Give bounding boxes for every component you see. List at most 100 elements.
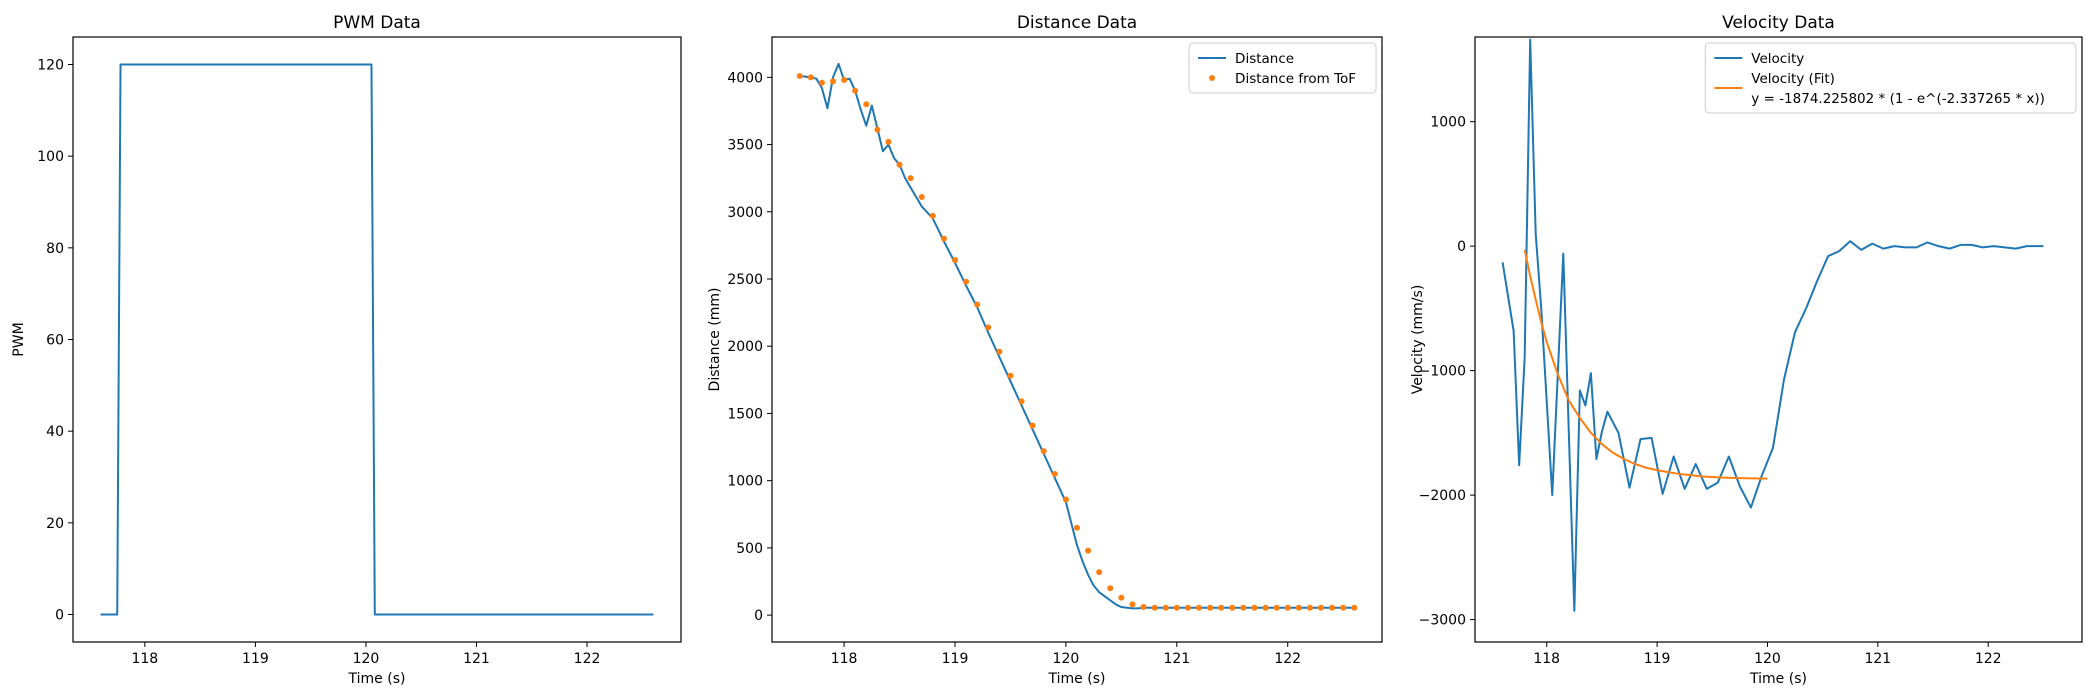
y-tick-label: 100 <box>37 149 64 165</box>
y-tick-label: 2500 <box>727 272 763 288</box>
plot-area <box>1501 38 2044 612</box>
data-point <box>1218 604 1225 611</box>
y-tick-label: 3500 <box>727 138 763 154</box>
data-point <box>1184 604 1191 611</box>
data-point <box>796 72 803 79</box>
axes-frame <box>72 36 682 643</box>
y-tick-label: 80 <box>46 241 64 257</box>
data-point <box>1162 604 1169 611</box>
data-point <box>841 77 848 84</box>
x-tick-label: 118 <box>131 651 158 667</box>
y-axis-label: PWM <box>11 322 27 356</box>
y-tick-label: 500 <box>736 541 763 557</box>
data-point <box>1196 604 1202 611</box>
data-point <box>1118 594 1125 601</box>
x-tick-label: 122 <box>1274 651 1301 667</box>
data-point <box>863 101 870 108</box>
data-point <box>1329 604 1336 611</box>
y-tick-label: 1500 <box>727 406 763 422</box>
x-axis-label: Time (s) <box>1048 671 1106 687</box>
data-point <box>1029 422 1036 429</box>
legend-label-2: Velocity (Fit) <box>1751 71 1835 87</box>
legend-box <box>1188 42 1377 94</box>
data-point <box>1306 604 1313 611</box>
data-point <box>1096 569 1103 576</box>
x-tick-label: 120 <box>353 651 380 667</box>
legend: Velocity Velocity (Fit) y = -1874.225802 *… <box>1704 42 2077 114</box>
data-point <box>1151 604 1158 611</box>
data-point <box>952 257 958 264</box>
y-tick-label: 0 <box>55 608 64 624</box>
axes-frame <box>771 36 1383 643</box>
chart-panel-2: 118 119 120 121 122 0 500 1000 1500 2000 2500 3000 3… <box>707 13 1383 687</box>
y-tick-label: −3000 <box>1419 613 1466 629</box>
data-point <box>1173 604 1180 611</box>
y-tick-label: 40 <box>46 424 64 440</box>
data-point <box>1007 372 1014 379</box>
legend-label-2: y = -1874.225802 * (1 - e^(-2.337265 * x… <box>1751 91 2045 107</box>
y-axis-label: Distance (mm) <box>707 288 723 392</box>
y-tick-label: −1000 <box>1419 364 1466 380</box>
series-line-1 <box>1501 38 2044 612</box>
data-point <box>830 78 836 85</box>
data-point <box>1074 524 1080 531</box>
data-point <box>896 161 903 168</box>
data-point <box>918 193 925 200</box>
data-point <box>985 324 992 331</box>
data-point <box>1040 448 1047 455</box>
chart-title: Velocity Data <box>1722 13 1835 33</box>
x-tick-label: 121 <box>1864 651 1891 667</box>
data-point <box>1262 604 1269 611</box>
data-point <box>1273 604 1280 611</box>
data-point <box>974 301 981 308</box>
legend-box <box>1704 42 2077 114</box>
legend-label-1: Distance <box>1235 51 1294 67</box>
y-tick-label: 60 <box>46 333 64 349</box>
y-tick-label: 0 <box>1457 239 1466 255</box>
data-point <box>1229 604 1236 611</box>
x-tick-label: 119 <box>1644 651 1671 667</box>
data-point <box>963 278 970 285</box>
legend: Distance Distance from ToF <box>1188 42 1377 94</box>
data-point <box>996 348 1003 355</box>
x-tick-label: 121 <box>1163 651 1190 667</box>
chart-title: PWM Data <box>333 13 421 33</box>
series-line-2 <box>1523 249 1768 480</box>
plot-area <box>796 62 1358 611</box>
data-point <box>940 235 947 242</box>
data-point <box>1085 547 1092 554</box>
chart-title: Distance Data <box>1017 13 1137 33</box>
data-point <box>818 79 825 86</box>
x-tick-label: 122 <box>574 651 601 667</box>
data-point <box>1340 604 1347 611</box>
data-point <box>1318 604 1324 611</box>
x-tick-label: 122 <box>1975 651 2002 667</box>
series-line-1 <box>100 63 654 616</box>
y-tick-label: 1000 <box>727 474 763 490</box>
x-axis-label: Time (s) <box>1749 671 1807 687</box>
data-point <box>907 175 914 182</box>
chart-panel-3: 118 119 120 121 122 −3000 −2000 −1000 0 1000 Veloc… <box>1410 13 2083 687</box>
y-tick-label: 2000 <box>727 339 763 355</box>
data-point <box>1129 601 1136 608</box>
x-tick-label: 119 <box>942 651 969 667</box>
data-point <box>807 74 814 81</box>
axes-frame <box>1474 36 2083 643</box>
chart-panel-1: 118 119 120 121 122 0 20 40 60 80 100 120 PWM Data Ti… <box>11 13 682 687</box>
data-point <box>1240 604 1247 611</box>
data-point <box>1207 604 1214 611</box>
x-tick-label: 118 <box>1533 651 1560 667</box>
data-point <box>1351 604 1358 611</box>
y-axis-label: Velocity (mm/s) <box>1410 285 1426 395</box>
legend-label-1: Velocity <box>1751 51 1804 67</box>
y-tick-label: 1000 <box>1430 115 1466 131</box>
x-tick-label: 120 <box>1754 651 1781 667</box>
y-tick-label: 20 <box>46 516 64 532</box>
y-tick-label: 3000 <box>727 205 763 221</box>
y-tick-label: 4000 <box>727 70 763 86</box>
data-point <box>874 126 881 133</box>
x-tick-label: 119 <box>242 651 269 667</box>
y-tick-label: −2000 <box>1419 488 1466 504</box>
data-point <box>885 138 892 145</box>
